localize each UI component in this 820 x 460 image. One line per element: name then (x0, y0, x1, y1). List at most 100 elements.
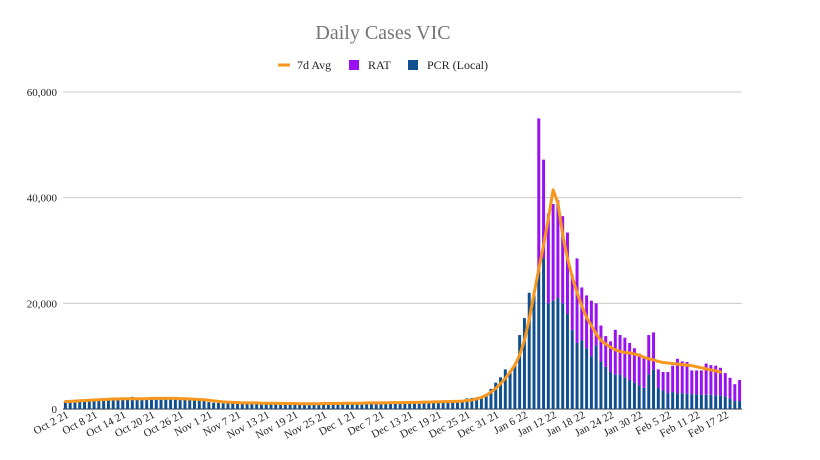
bar-pcr (561, 303, 565, 409)
bar-rat (537, 118, 541, 272)
bar-rat (637, 353, 641, 386)
bar-rat (652, 332, 656, 370)
legend-label-avg: 7d Avg (297, 58, 331, 72)
bar-rat (719, 367, 722, 396)
bar-pcr (197, 400, 201, 409)
bar-pcr (240, 403, 244, 409)
bar-pcr (585, 348, 589, 409)
bar-pcr (618, 374, 622, 409)
bar-pcr (73, 401, 77, 409)
bar-rat (599, 325, 603, 362)
bar-pcr (436, 401, 440, 409)
bar-pcr (293, 403, 297, 409)
bar-pcr (173, 398, 177, 409)
bar-pcr (446, 401, 450, 409)
bar-rat (680, 361, 684, 394)
bar-pcr (106, 398, 110, 409)
bar-pcr (513, 364, 517, 409)
bar-pcr (489, 388, 493, 409)
bar-pcr (456, 400, 459, 409)
bar-pcr (675, 393, 679, 409)
bar-pcr (685, 393, 689, 409)
bar-pcr (723, 396, 727, 409)
bar-pcr (537, 271, 541, 409)
bar-pcr (274, 403, 278, 409)
bar-pcr (570, 329, 574, 409)
bar-pcr (302, 403, 306, 409)
bar-pcr (594, 345, 598, 409)
bar-pcr (92, 399, 96, 409)
bar-pcr (374, 402, 378, 409)
bar-pcr (193, 399, 196, 409)
bar-pcr (231, 403, 235, 409)
bar-rat (666, 372, 670, 394)
y-tick-label: 40,000 (27, 193, 58, 205)
bar-pcr (283, 403, 287, 409)
bar-pcr (503, 369, 507, 409)
bar-rat (551, 204, 555, 301)
bar-rat (542, 159, 546, 259)
bar-pcr (317, 403, 321, 409)
bar-pcr (164, 398, 168, 409)
y-tick-label: 20,000 (27, 298, 58, 310)
bar-rat (613, 329, 617, 375)
y-axis: 0 20,000 40,000 60,000 (27, 87, 58, 416)
bar-pcr (623, 377, 627, 409)
bar-pcr (484, 394, 488, 409)
bar-pcr (647, 374, 651, 409)
legend-label-rat: RAT (368, 58, 391, 72)
bar-pcr (259, 403, 263, 409)
bar-pcr (255, 403, 259, 409)
bar-pcr (403, 402, 407, 409)
bar-pcr (350, 403, 354, 409)
legend-swatch-rat (349, 60, 359, 70)
bar-pcr (671, 392, 675, 409)
bar-pcr (121, 398, 125, 409)
bar-pcr (465, 398, 469, 409)
bar-pcr (78, 400, 82, 409)
bar-rat (604, 336, 608, 367)
bar-pcr (728, 398, 732, 409)
bar-pcr (341, 403, 345, 409)
bar-pcr (709, 394, 713, 409)
bars (63, 118, 742, 409)
legend: 7d Avg RAT PCR (Local) (278, 58, 488, 72)
bar-pcr (417, 401, 421, 409)
bar-pcr (68, 401, 72, 409)
bar-pcr (389, 402, 393, 409)
bar-pcr (398, 402, 402, 409)
legend-label-pcr: PCR (Local) (427, 58, 488, 72)
bar-rat (704, 363, 708, 395)
bar-pcr (331, 403, 335, 409)
bar-rat (642, 356, 646, 388)
bar-rat (733, 384, 737, 402)
bar-rat (675, 358, 679, 394)
bar-pcr (360, 402, 364, 409)
bar-rat (661, 372, 665, 391)
bar-pcr (212, 402, 216, 409)
bar-pcr (451, 401, 455, 409)
avg-line (63, 188, 722, 406)
bar-rat (609, 341, 612, 373)
bar-pcr (695, 394, 699, 409)
bar-pcr (393, 402, 397, 409)
bar-pcr (532, 295, 536, 409)
avg-line-group (63, 188, 722, 406)
bar-pcr (499, 377, 503, 409)
bar-pcr (130, 396, 134, 409)
bar-pcr (604, 366, 608, 409)
bar-pcr (102, 398, 106, 409)
bar-pcr (336, 403, 340, 409)
bar-rat (575, 258, 579, 343)
bar-pcr (714, 395, 718, 409)
bar-pcr (269, 403, 273, 409)
bar-rat (738, 379, 742, 402)
bar-pcr (613, 374, 617, 409)
bar-pcr (704, 394, 708, 409)
bar-pcr (135, 398, 139, 409)
bar-rat (690, 370, 694, 395)
bar-rat (618, 335, 622, 375)
bar-rat (695, 370, 699, 395)
bar-pcr (279, 403, 283, 409)
